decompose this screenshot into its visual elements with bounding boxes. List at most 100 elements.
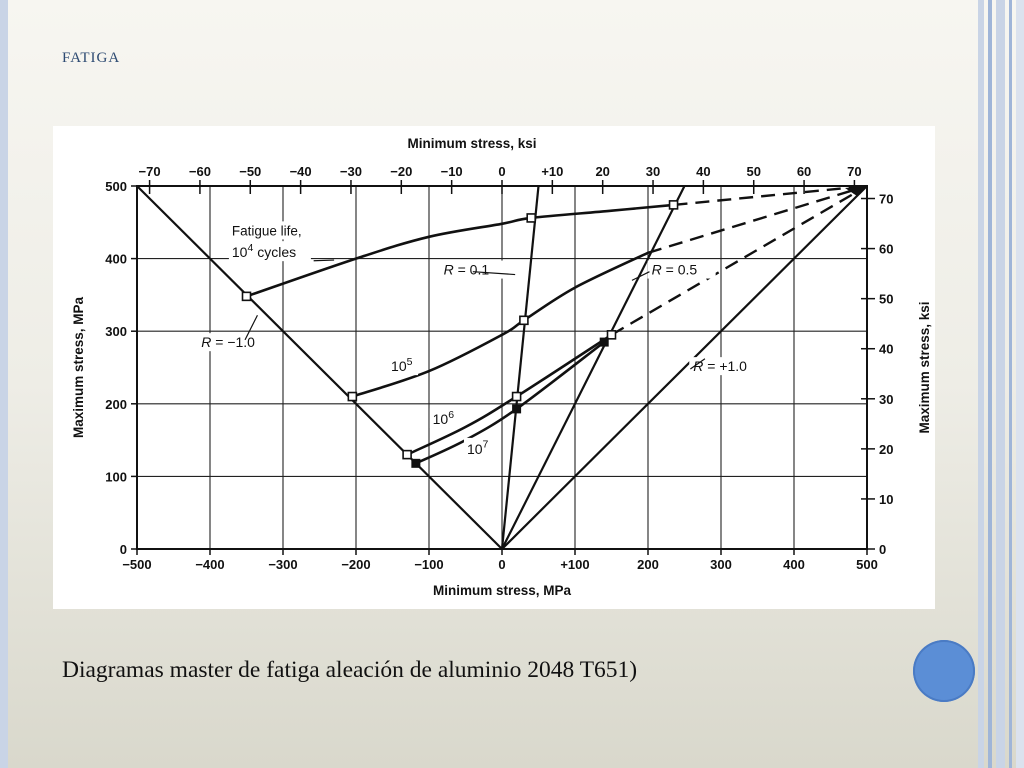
fatigue-curve-extrapolation [647, 184, 868, 254]
slide-edge-line [1009, 0, 1012, 768]
top-tick-label: +10 [541, 164, 563, 179]
top-tick-label: −50 [239, 164, 261, 179]
r-line-label: R = +1.0 [693, 358, 747, 374]
right-tick-label: 20 [879, 442, 893, 457]
convergence-arrowhead [845, 186, 867, 196]
r-label-bg [647, 260, 716, 279]
leader-line [472, 271, 516, 276]
leader-line [689, 358, 706, 370]
leader-line [631, 271, 650, 281]
fatigue-curve-extrapolation [673, 184, 868, 207]
r-line [501, 185, 868, 550]
leader-line [244, 314, 258, 341]
fatigue-curve [406, 333, 613, 456]
x-tick-label: −200 [341, 557, 370, 572]
fatigue-curve-extrapolation [610, 184, 868, 336]
series-annotation: 107 [467, 439, 489, 457]
slide-edge-line [996, 0, 1005, 768]
series-annotation: 106 [433, 409, 455, 427]
right-tick-label: 70 [879, 192, 893, 207]
r-label-bg [197, 333, 266, 352]
data-point-open [347, 391, 358, 402]
x-tick-label: −400 [195, 557, 224, 572]
right-axis-label: Maximum stress, ksi [917, 301, 932, 433]
annotation-bg [429, 408, 460, 429]
top-tick-label: 40 [696, 164, 710, 179]
x-tick-label: 300 [710, 557, 732, 572]
r-label-bg [439, 260, 508, 279]
data-point-open [526, 213, 537, 223]
y-tick-label: 200 [105, 397, 127, 412]
x-tick-label: −100 [414, 557, 443, 572]
right-tick-label: 50 [879, 292, 893, 307]
r-line-label: R = 0.5 [652, 262, 698, 278]
fatigue-curve [415, 341, 605, 465]
right-tick-label: 40 [879, 342, 893, 357]
x-axis-label: Minimum stress, MPa [433, 583, 572, 598]
r-label-bg [689, 357, 758, 376]
x-tick-label: −500 [122, 557, 151, 572]
fatigue-curve [246, 203, 674, 298]
r-line [501, 185, 686, 550]
y-axis-label: Maximum stress, MPa [71, 296, 86, 438]
slide-edge-line [978, 0, 984, 768]
slide-caption: Diagramas master de fatiga aleación de a… [62, 657, 638, 683]
fatigue-chart: −500 −400 −300 −200 −100 0 +100 200 300 400 500 Min… [53, 126, 935, 609]
cycles-annotation: 104 cycles [232, 242, 296, 260]
series-annotation: 105 [391, 356, 413, 374]
data-point-filled [599, 337, 609, 347]
navigation-dot-button[interactable] [913, 640, 975, 702]
right-tick-label: 60 [879, 242, 893, 257]
top-tick-label: 20 [595, 164, 609, 179]
slide-edge-line [988, 0, 992, 768]
r-line [500, 185, 540, 550]
slide-edge-line [1016, 0, 1024, 768]
top-tick-label: −60 [189, 164, 211, 179]
top-tick-label: −10 [441, 164, 463, 179]
annotation-bg [388, 355, 419, 376]
fatigue-life-annotation: Fatigue life, [232, 223, 302, 238]
slide-edge-line [0, 0, 8, 768]
y-tick-label: 400 [105, 252, 127, 267]
x-tick-label: 500 [856, 557, 878, 572]
x-tick-label: 200 [637, 557, 659, 572]
y-tick-label: 0 [120, 542, 127, 557]
y-tick-label: 300 [105, 324, 127, 339]
fatigue-curve [351, 251, 649, 398]
data-point-open [241, 291, 252, 302]
fatigue-chart-svg: −500 −400 −300 −200 −100 0 +100 200 300 400 500Min… [71, 136, 932, 598]
r-line-label: R = −1.0 [201, 334, 255, 350]
data-point-open [402, 449, 412, 460]
x-tick-label: 0 [498, 557, 505, 572]
slide-title: FATIGA [62, 50, 121, 66]
data-point-open [668, 200, 679, 210]
data-point-open [606, 330, 617, 340]
y-tick-label: 100 [105, 469, 127, 484]
top-tick-label: 30 [646, 164, 660, 179]
r-line [136, 185, 503, 550]
top-tick-label: 50 [746, 164, 760, 179]
top-tick-label: −70 [139, 164, 161, 179]
top-tick-label: −20 [390, 164, 412, 179]
right-tick-label: 30 [879, 392, 893, 407]
top-tick-label: −40 [290, 164, 312, 179]
top-axis-label: Minimum stress, ksi [407, 136, 536, 151]
data-point-open [511, 391, 522, 402]
top-tick-label: 60 [797, 164, 811, 179]
top-tick-label: 70 [847, 164, 861, 179]
data-point-open [519, 315, 529, 326]
right-tick-label: 0 [879, 542, 886, 557]
x-tick-label: 400 [783, 557, 805, 572]
r-line-label: R = 0.1 [444, 262, 490, 278]
annotation-bg [228, 221, 319, 240]
top-tick-label: −30 [340, 164, 362, 179]
y-tick-label: 500 [105, 179, 127, 194]
data-point-filled [411, 458, 421, 468]
data-point-filled [512, 404, 522, 414]
top-tick-label: 0 [498, 164, 505, 179]
annotation-bg [463, 437, 494, 458]
annotation-bg [228, 241, 311, 262]
leader-line [313, 259, 335, 262]
x-tick-label: −300 [268, 557, 297, 572]
x-tick-label: +100 [560, 557, 589, 572]
